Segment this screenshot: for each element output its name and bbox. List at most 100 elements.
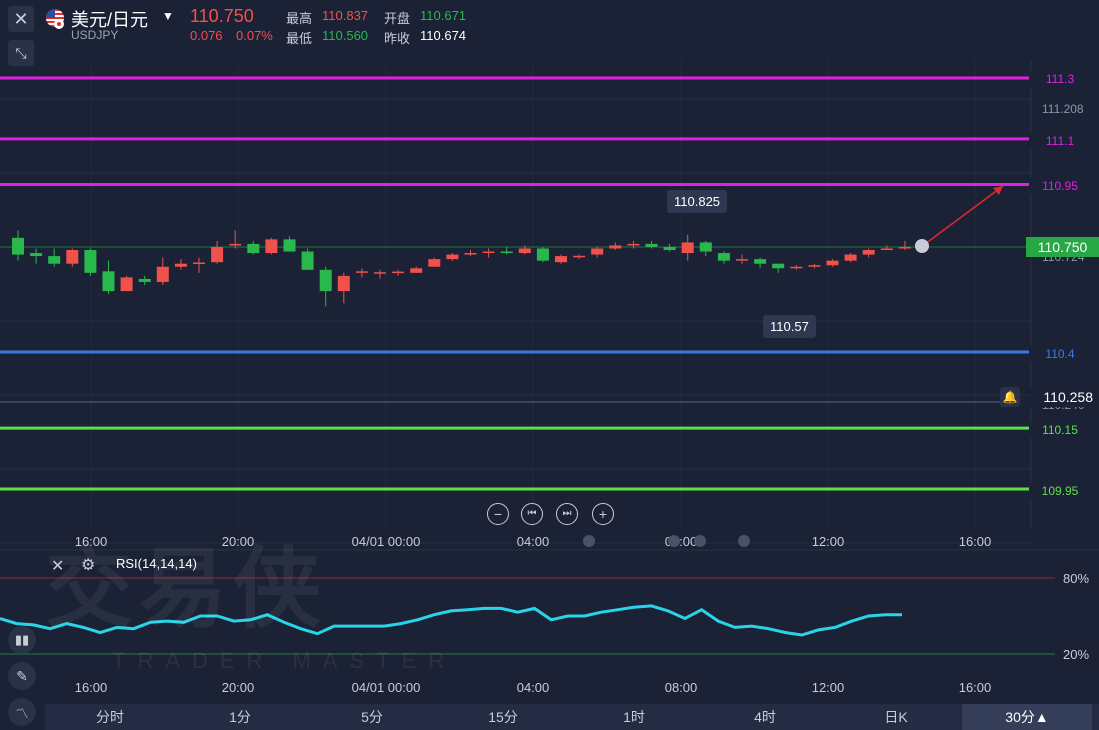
- candle-body: [48, 256, 61, 264]
- level-tag[interactable]: 111.3: [1029, 71, 1091, 87]
- candle-body: [772, 263, 785, 269]
- candle-body: [627, 243, 640, 246]
- candle-body: [464, 253, 477, 255]
- jp-flag-icon: [54, 19, 64, 29]
- candle-body: [898, 246, 911, 249]
- rsi-time-axis-label: 12:00: [811, 680, 845, 695]
- tab-timeframe[interactable]: 日K: [884, 709, 908, 725]
- candle-body: [862, 250, 875, 255]
- candle-body: [717, 253, 730, 261]
- tab-timeframe-active[interactable]: 30分▲: [962, 704, 1092, 730]
- level-tag[interactable]: 111.1: [1029, 133, 1091, 149]
- watermark-logo: 交易侠: [45, 539, 328, 638]
- candle-body: [410, 268, 423, 273]
- current-price-tag: 110.750: [1026, 237, 1099, 257]
- indicator-tool-button[interactable]: ▮▮: [8, 626, 36, 654]
- candle-body: [573, 255, 586, 258]
- low-label: 最低: [286, 31, 313, 46]
- collapse-button[interactable]: ⤡: [8, 40, 34, 66]
- rsi-time-axis-label: 08:00: [664, 680, 698, 695]
- candle-body: [84, 250, 97, 273]
- timeframe-bar: [45, 704, 1099, 730]
- y-axis-label: 111.208: [1042, 102, 1084, 116]
- event-marker-icon[interactable]: [738, 535, 750, 547]
- symbol-name[interactable]: 美元/日元: [71, 10, 149, 30]
- candle-body: [754, 259, 767, 264]
- line-tool-button[interactable]: 〽: [8, 698, 36, 726]
- chevron-down-icon[interactable]: ▼: [162, 9, 174, 23]
- candle-body: [12, 237, 24, 255]
- zoom-out-button[interactable]: −: [487, 503, 509, 525]
- info-icon: [915, 239, 929, 253]
- tab-timeframe[interactable]: 1分: [229, 709, 251, 725]
- candle-body: [229, 243, 242, 246]
- tab-timeframe[interactable]: 15分: [488, 709, 518, 725]
- time-axis-label: 04:00: [516, 534, 550, 549]
- tab-timeframe[interactable]: 5分: [361, 709, 383, 725]
- candle-body: [826, 260, 839, 266]
- time-axis-label: 04/01 00:00: [351, 534, 421, 549]
- candle-body: [518, 248, 531, 254]
- rsi-time-axis-label: 16:00: [74, 680, 108, 695]
- time-axis-label: 20:00: [221, 534, 255, 549]
- low-annotation: 110.57: [763, 315, 816, 338]
- jump-start-button[interactable]: ⏮: [521, 503, 543, 525]
- trendline-icon: 〽: [15, 705, 29, 721]
- trend-arrow-head: [993, 186, 1003, 195]
- level-tag[interactable]: 110.15: [1029, 422, 1091, 438]
- jump-end-button[interactable]: ⏭: [556, 503, 578, 525]
- time-axis-label: 16:00: [958, 534, 992, 549]
- alert-price[interactable]: 110.258: [1030, 387, 1099, 407]
- candle-body: [880, 248, 893, 251]
- close-button[interactable]: ✕: [8, 6, 34, 32]
- open-value: 110.671: [420, 8, 467, 23]
- candle-body: [374, 272, 386, 274]
- high-annotation: 110.825: [667, 190, 728, 213]
- event-marker-icon[interactable]: [668, 535, 680, 547]
- rsi-upper-label: 80%: [1063, 571, 1090, 586]
- candle-body: [736, 259, 748, 261]
- settings-gear-icon[interactable]: ⚙: [81, 557, 96, 574]
- candle-body: [500, 251, 513, 254]
- candle-body: [30, 253, 43, 257]
- candle-body: [699, 242, 712, 252]
- candle-body: [319, 269, 332, 292]
- level-tag[interactable]: 110.4: [1029, 346, 1091, 362]
- tab-timeframe[interactable]: 分时: [96, 709, 124, 725]
- candle-body: [174, 263, 187, 267]
- watermark-logo-sub: TRADER MASTER: [112, 648, 457, 673]
- last-price: 110.750: [190, 6, 254, 26]
- candle-body: [392, 271, 405, 274]
- candle-body: [138, 278, 151, 282]
- event-marker-icon[interactable]: [694, 535, 706, 547]
- rsi-line: [0, 604, 902, 637]
- candle-body: [536, 248, 549, 261]
- candle-body: [446, 254, 459, 260]
- price-change-pct: 0.07%: [236, 28, 273, 43]
- collapse-icon: ⤡: [15, 44, 27, 61]
- rsi-time-axis-label: 04:00: [516, 680, 550, 695]
- low-value: 110.560: [322, 28, 369, 43]
- candle-body: [120, 277, 133, 292]
- bell-icon[interactable]: 🔔: [1000, 387, 1020, 407]
- candle-body: [283, 239, 296, 252]
- draw-tool-button[interactable]: ✎: [8, 662, 36, 690]
- pencil-icon: ✎: [16, 667, 28, 684]
- candle-body: [265, 239, 278, 254]
- level-tag[interactable]: 109.95: [1029, 483, 1091, 499]
- candle-body: [102, 271, 115, 292]
- candle-body: [337, 275, 350, 292]
- level-tag[interactable]: 110.95: [1029, 178, 1091, 194]
- close-indicator-icon[interactable]: ✕: [51, 558, 65, 575]
- rsi-lower-label: 20%: [1063, 647, 1090, 662]
- candle-body: [156, 266, 169, 282]
- candle-body: [555, 256, 567, 263]
- zoom-in-button[interactable]: +: [592, 503, 614, 525]
- event-marker-icon[interactable]: [583, 535, 595, 547]
- candle-body: [663, 246, 676, 251]
- price-change: 0.076: [190, 28, 223, 43]
- tab-timeframe[interactable]: 1时: [623, 709, 645, 725]
- tab-timeframe[interactable]: 4时: [754, 709, 776, 725]
- candle-body: [355, 271, 368, 273]
